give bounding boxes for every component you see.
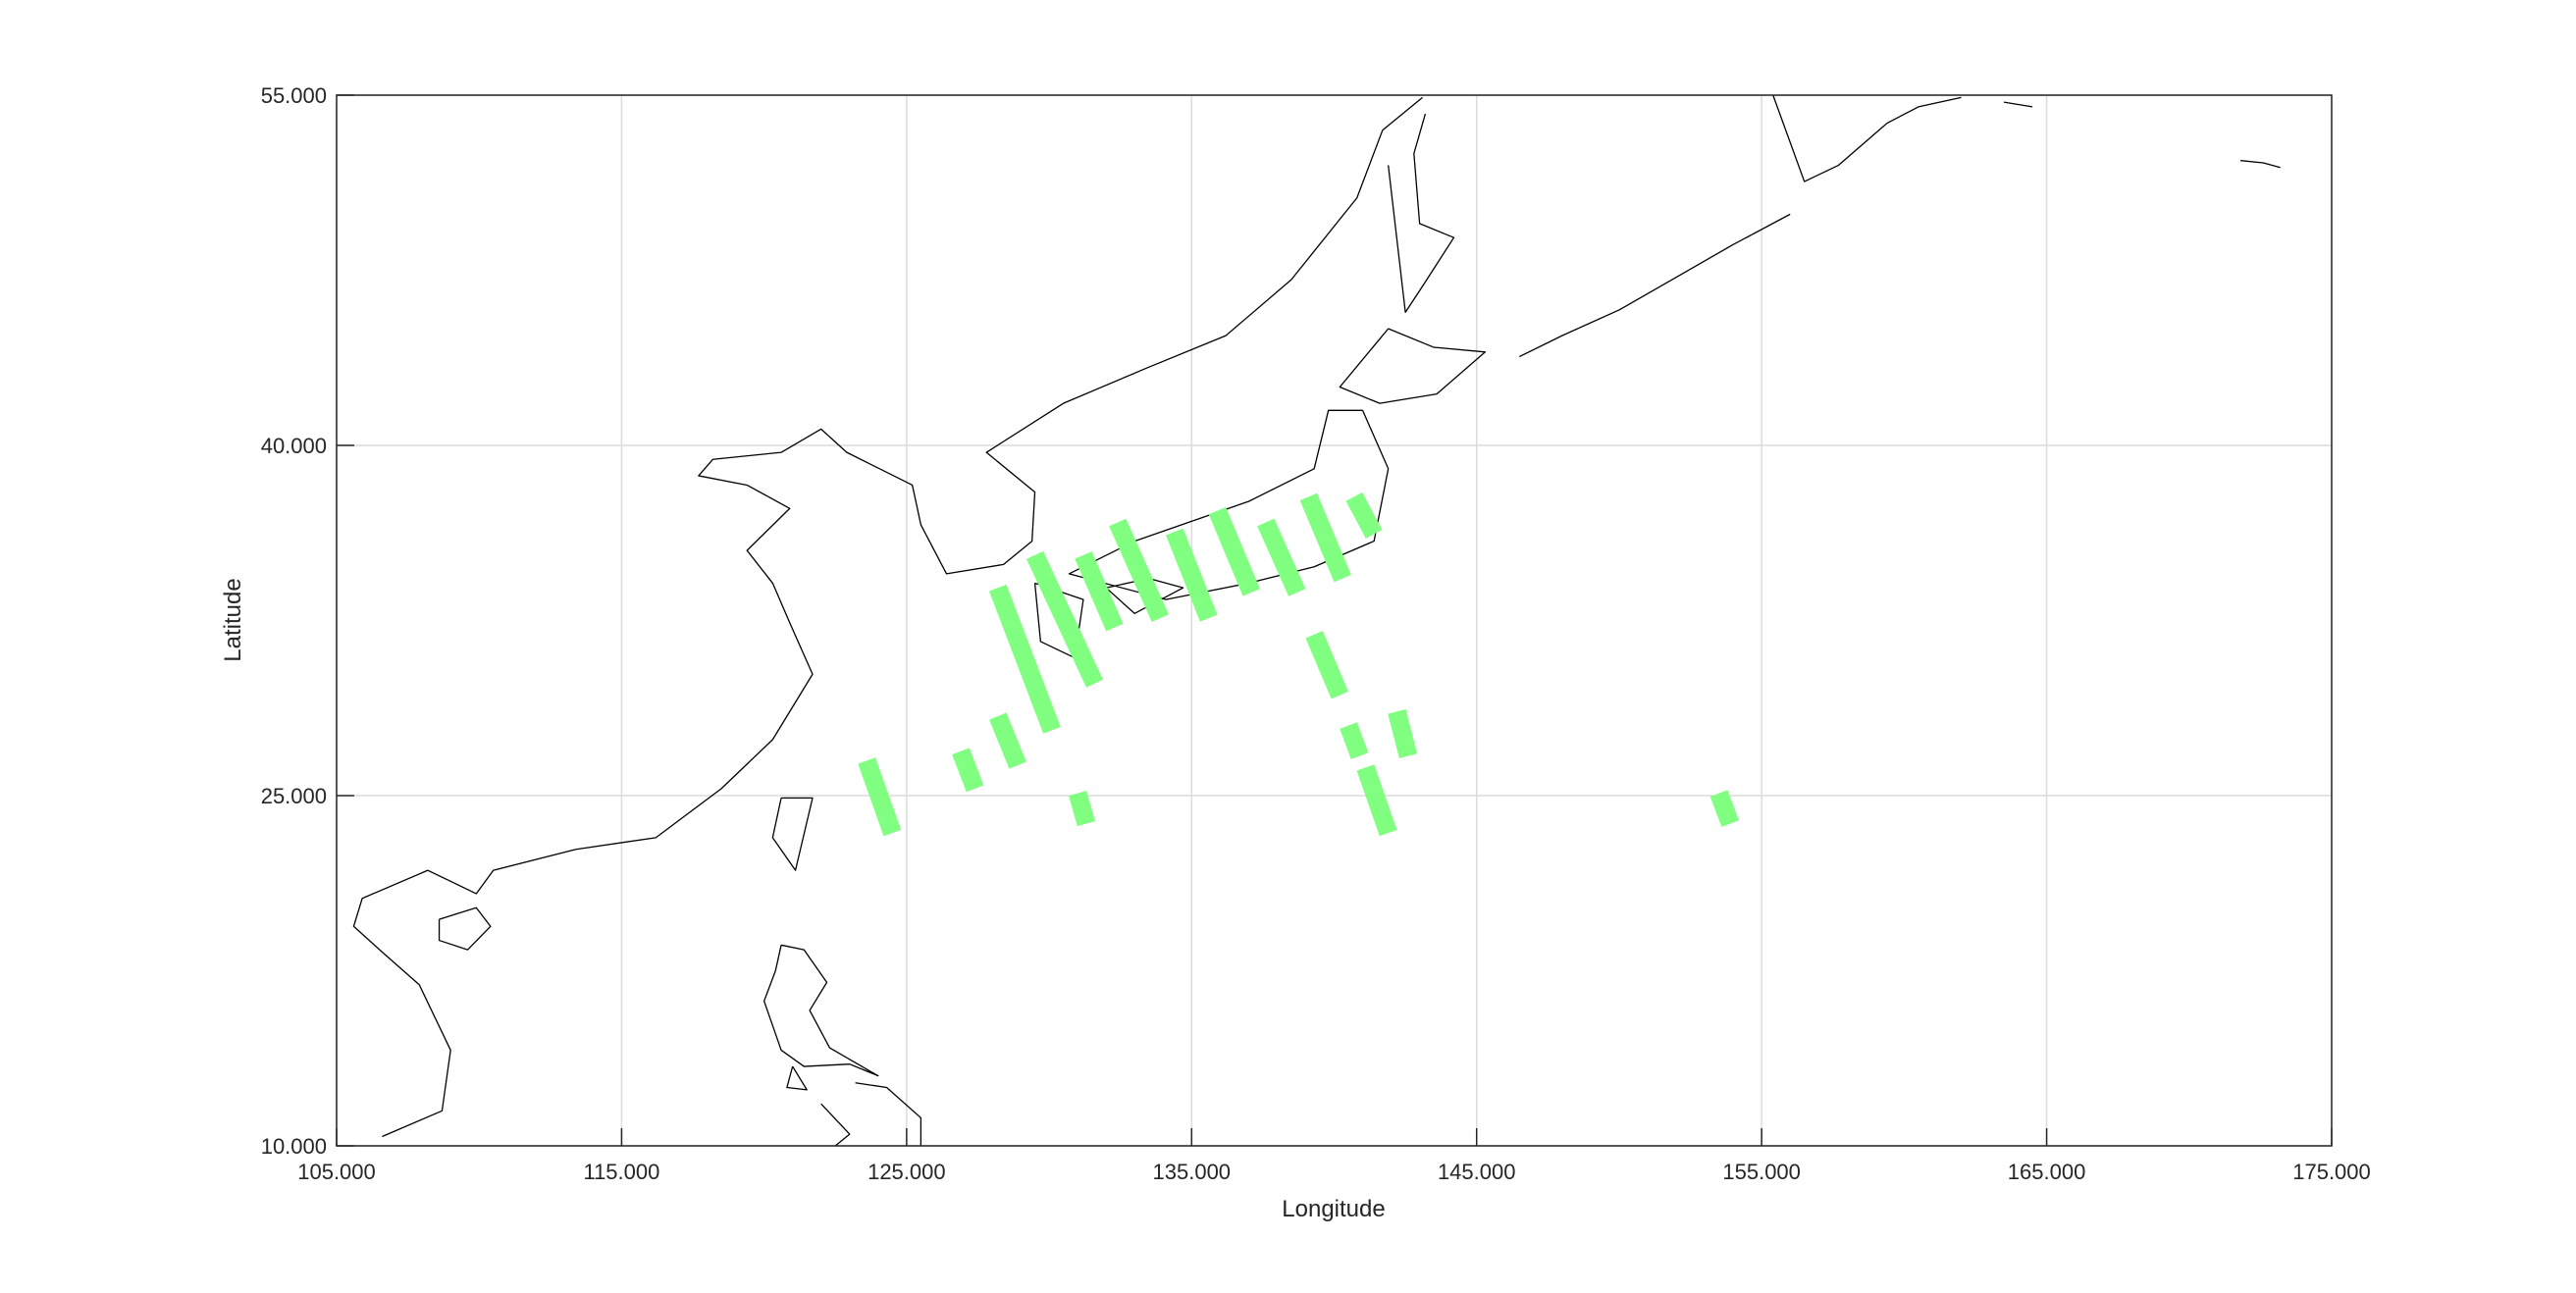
- coastline: [2003, 101, 2033, 108]
- coastline: [762, 944, 879, 1077]
- coastline: [1772, 94, 1962, 182]
- y-tick-label: 25.000: [261, 784, 327, 808]
- y-tick-label: 40.000: [261, 434, 327, 458]
- swath-segment: [1356, 764, 1397, 837]
- swath-segment: [1299, 492, 1351, 583]
- coastline: [438, 906, 492, 951]
- x-tick-label: 165.000: [2008, 1160, 2086, 1184]
- axes-frame: [336, 94, 2333, 1147]
- coastline: [771, 797, 814, 871]
- swath-segment: [952, 748, 984, 793]
- swath-segment: [1257, 518, 1306, 596]
- coastline: [1339, 328, 1487, 404]
- y-axis-label: Latitude: [220, 578, 246, 661]
- x-tick-label: 115.000: [583, 1160, 659, 1184]
- swath-segment: [988, 584, 1061, 734]
- x-tick-label: 155.000: [1722, 1160, 1801, 1184]
- swath-segment: [1208, 506, 1260, 596]
- axes-background: [337, 95, 2332, 1146]
- x-axis-label: Longitude: [1282, 1196, 1385, 1222]
- swath-segment: [1388, 708, 1418, 758]
- coastline: [352, 96, 1423, 1138]
- axis-ticks: 105.000 115.000 125.000 135.000 145.000 155.0…: [261, 83, 2371, 1184]
- swath-segment: [1109, 518, 1169, 622]
- x-tick-label: 125.000: [867, 1160, 946, 1184]
- coastline: [1388, 113, 1455, 313]
- swath-series: [858, 491, 1740, 837]
- swath-segment: [1305, 631, 1349, 699]
- coastline: [2239, 159, 2281, 169]
- y-tick-label: 55.000: [261, 83, 327, 108]
- coastline: [1518, 213, 1791, 358]
- swath-segment: [1340, 722, 1369, 759]
- x-tick-label: 145.000: [1438, 1160, 1516, 1184]
- swath-segment: [1025, 550, 1104, 688]
- y-tick-label: 10.000: [261, 1134, 327, 1159]
- swath-segment: [1069, 791, 1095, 827]
- x-tick-label: 175.000: [2292, 1160, 2371, 1184]
- coastline: [786, 1065, 808, 1091]
- x-tick-label: 135.000: [1153, 1160, 1232, 1184]
- swath-segment: [858, 757, 902, 837]
- coastline: [820, 1103, 851, 1147]
- coastline: [855, 1082, 922, 1146]
- coastlines: [352, 94, 2281, 1147]
- swath-segment: [1166, 528, 1218, 622]
- swath-segment: [1345, 491, 1383, 539]
- x-tick-label: 105.000: [297, 1160, 376, 1184]
- swath-segment: [1075, 551, 1124, 632]
- swath-segment: [989, 712, 1026, 769]
- swath-segment: [1709, 790, 1740, 827]
